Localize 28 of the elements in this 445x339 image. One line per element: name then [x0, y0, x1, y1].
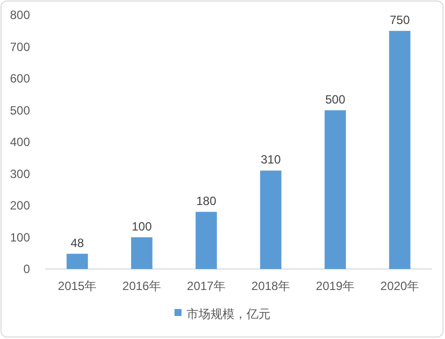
data-label: 48: [70, 236, 84, 250]
bar: [389, 30, 410, 269]
y-tick-label: 0: [23, 262, 30, 276]
legend-label: 市场规模，亿元: [186, 307, 270, 321]
x-tick-label: 2015年: [58, 279, 97, 293]
data-label: 100: [132, 219, 152, 234]
bar: [260, 170, 282, 269]
x-tick-label: 2019年: [316, 279, 355, 293]
x-tick-label: 2017年: [186, 279, 226, 293]
data-label: 310: [260, 152, 282, 167]
y-tick-label: 400: [10, 135, 30, 149]
y-tick-label: 100: [10, 230, 30, 244]
y-tick-label: 300: [10, 166, 30, 181]
x-tick-label: 2020年: [380, 279, 420, 293]
bar: [324, 110, 346, 269]
x-tick-label: 2016年: [122, 279, 162, 293]
y-tick-label: 500: [10, 103, 30, 118]
y-tick-label: 800: [10, 8, 30, 22]
bar: [66, 254, 88, 269]
x-tick-label: 2018年: [251, 279, 290, 293]
data-label: 750: [390, 12, 410, 27]
y-tick-label: 600: [10, 72, 30, 86]
bar: [131, 237, 152, 269]
bar: [196, 212, 217, 269]
data-label: 500: [325, 92, 346, 106]
y-tick-label: 200: [10, 198, 30, 212]
data-label: 180: [196, 194, 217, 208]
y-tick-label: 700: [10, 40, 30, 54]
